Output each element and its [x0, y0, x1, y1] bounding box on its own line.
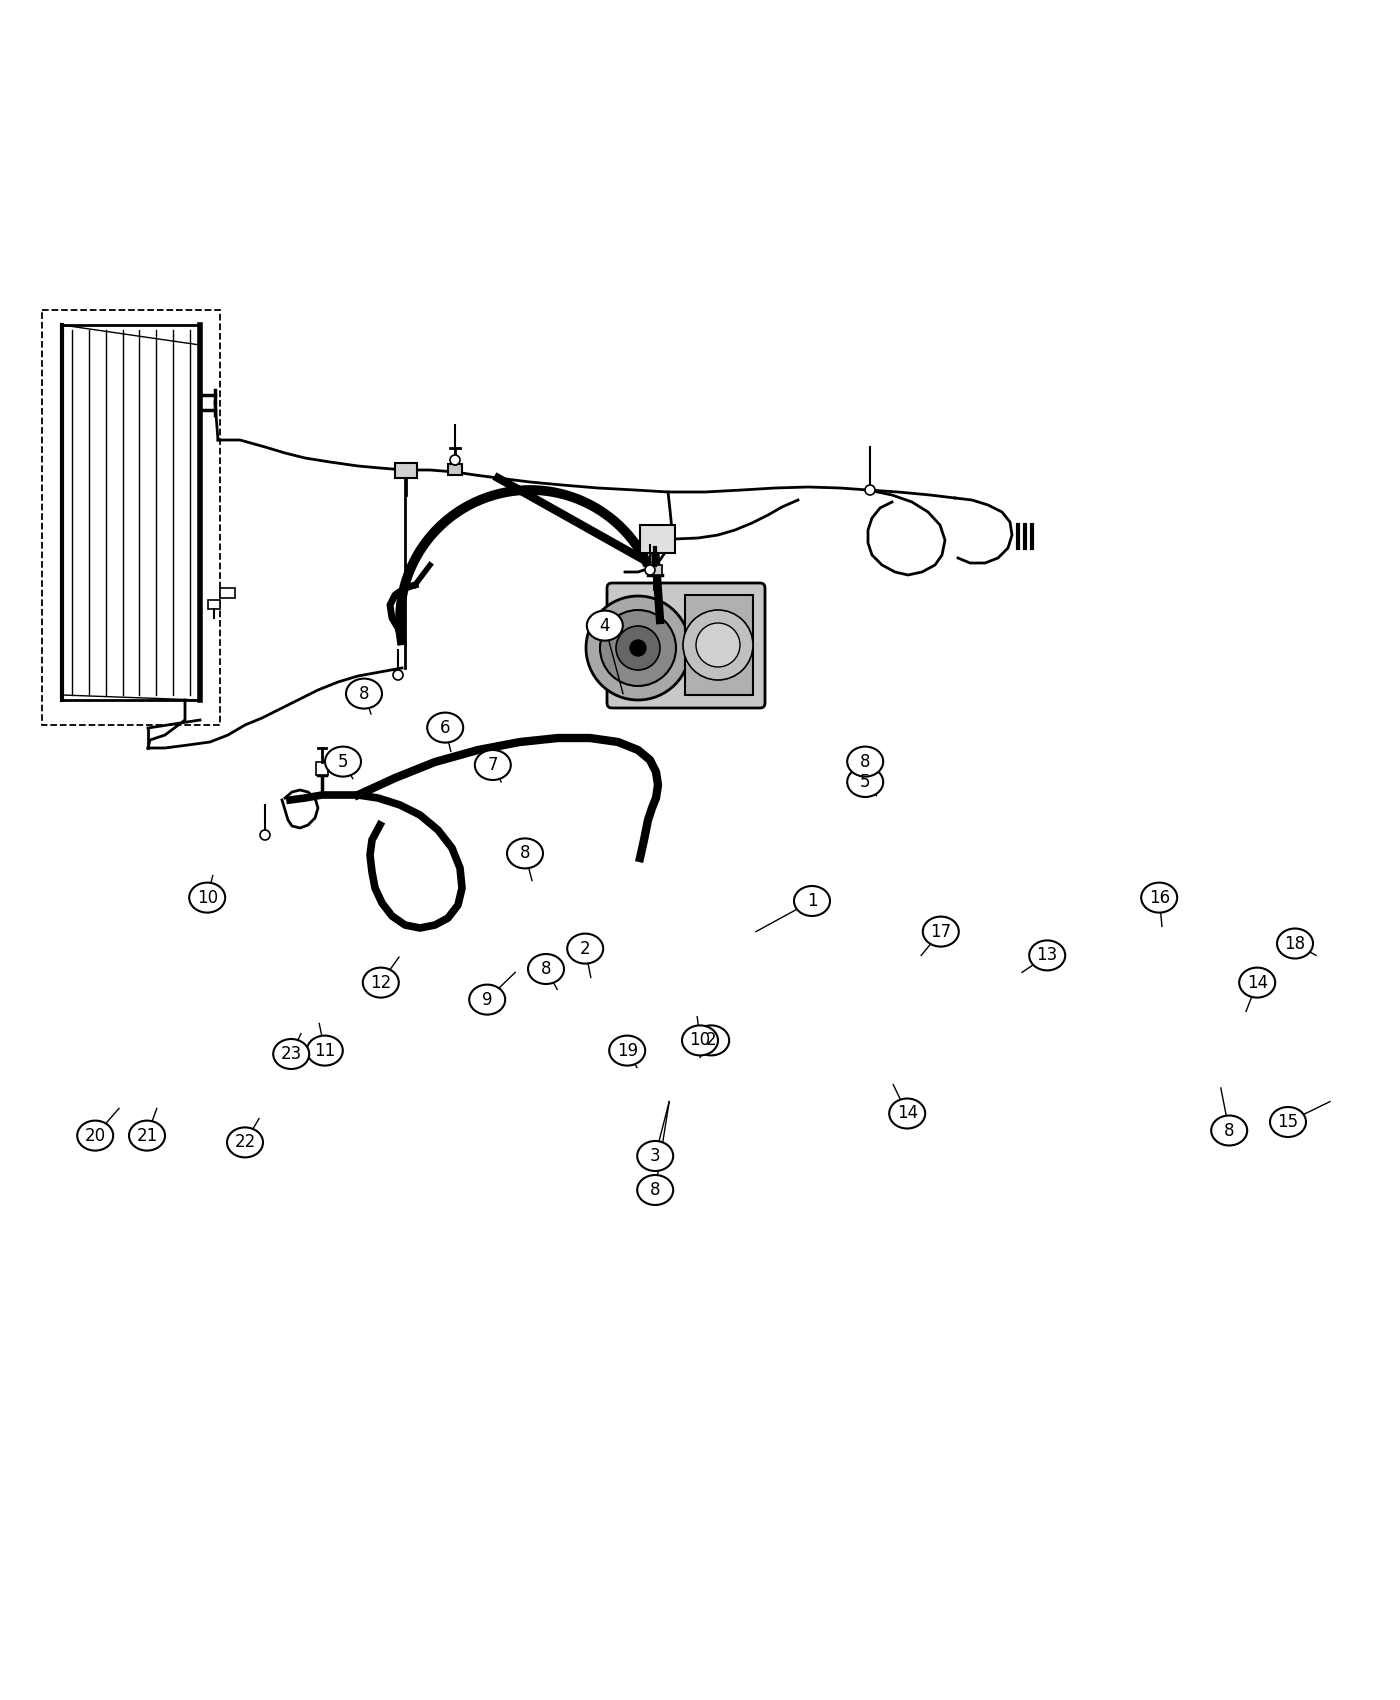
Ellipse shape: [637, 1175, 673, 1205]
Ellipse shape: [346, 678, 382, 709]
Ellipse shape: [889, 1098, 925, 1129]
Circle shape: [645, 564, 655, 575]
Circle shape: [393, 670, 403, 680]
Text: 12: 12: [370, 974, 392, 991]
Ellipse shape: [1141, 882, 1177, 913]
Text: 4: 4: [599, 617, 610, 634]
Text: 8: 8: [650, 1182, 661, 1198]
Ellipse shape: [682, 1025, 718, 1056]
Ellipse shape: [847, 767, 883, 797]
Circle shape: [865, 484, 875, 495]
Text: 8: 8: [519, 845, 531, 862]
Ellipse shape: [847, 746, 883, 777]
Text: 8: 8: [358, 685, 370, 702]
Bar: [316, 762, 328, 775]
Bar: [209, 600, 220, 609]
Text: 19: 19: [616, 1042, 638, 1059]
Text: 23: 23: [280, 1046, 302, 1062]
FancyBboxPatch shape: [608, 583, 764, 707]
Text: 1: 1: [806, 892, 818, 910]
Ellipse shape: [273, 1039, 309, 1069]
Circle shape: [696, 622, 741, 666]
Text: 8: 8: [860, 753, 871, 770]
Bar: [448, 464, 462, 474]
Circle shape: [616, 626, 659, 670]
Text: 16: 16: [1148, 889, 1170, 906]
Text: 13: 13: [1036, 947, 1058, 964]
Text: 14: 14: [1246, 974, 1268, 991]
Text: 2: 2: [580, 940, 591, 957]
Ellipse shape: [1029, 940, 1065, 971]
Ellipse shape: [567, 933, 603, 964]
Text: 15: 15: [1277, 1114, 1299, 1130]
Ellipse shape: [794, 886, 830, 916]
Ellipse shape: [637, 1141, 673, 1171]
Ellipse shape: [609, 1035, 645, 1066]
Ellipse shape: [528, 954, 564, 984]
Ellipse shape: [427, 712, 463, 743]
Ellipse shape: [1270, 1107, 1306, 1137]
Text: 17: 17: [930, 923, 952, 940]
Bar: [220, 588, 235, 598]
Ellipse shape: [1277, 928, 1313, 959]
Circle shape: [630, 639, 645, 656]
Ellipse shape: [77, 1120, 113, 1151]
Text: 10: 10: [196, 889, 218, 906]
Ellipse shape: [1239, 967, 1275, 998]
Ellipse shape: [469, 984, 505, 1015]
Circle shape: [587, 597, 690, 700]
Ellipse shape: [129, 1120, 165, 1151]
Bar: [685, 595, 753, 695]
Ellipse shape: [227, 1127, 263, 1158]
Ellipse shape: [363, 967, 399, 998]
Text: 14: 14: [896, 1105, 918, 1122]
Text: 2: 2: [706, 1032, 717, 1049]
Text: 8: 8: [540, 960, 552, 977]
Text: 21: 21: [136, 1127, 158, 1144]
Text: 5: 5: [337, 753, 349, 770]
Bar: [640, 525, 675, 552]
Text: 6: 6: [440, 719, 451, 736]
Text: 9: 9: [482, 991, 493, 1008]
Ellipse shape: [587, 610, 623, 641]
Text: 10: 10: [689, 1032, 711, 1049]
Text: 20: 20: [84, 1127, 106, 1144]
Text: 18: 18: [1284, 935, 1306, 952]
Ellipse shape: [1211, 1115, 1247, 1146]
Ellipse shape: [507, 838, 543, 869]
Ellipse shape: [923, 916, 959, 947]
Circle shape: [683, 610, 753, 680]
Text: 22: 22: [234, 1134, 256, 1151]
Text: 8: 8: [1224, 1122, 1235, 1139]
Ellipse shape: [325, 746, 361, 777]
Circle shape: [449, 456, 461, 466]
Ellipse shape: [475, 750, 511, 780]
Circle shape: [260, 830, 270, 840]
Bar: [62, 325, 200, 700]
Circle shape: [601, 610, 676, 687]
Text: 5: 5: [860, 774, 871, 790]
Ellipse shape: [189, 882, 225, 913]
Bar: [648, 564, 662, 575]
Ellipse shape: [307, 1035, 343, 1066]
Ellipse shape: [693, 1025, 729, 1056]
Bar: [395, 462, 417, 478]
Text: 11: 11: [314, 1042, 336, 1059]
Text: 3: 3: [650, 1148, 661, 1164]
Text: 7: 7: [487, 756, 498, 774]
